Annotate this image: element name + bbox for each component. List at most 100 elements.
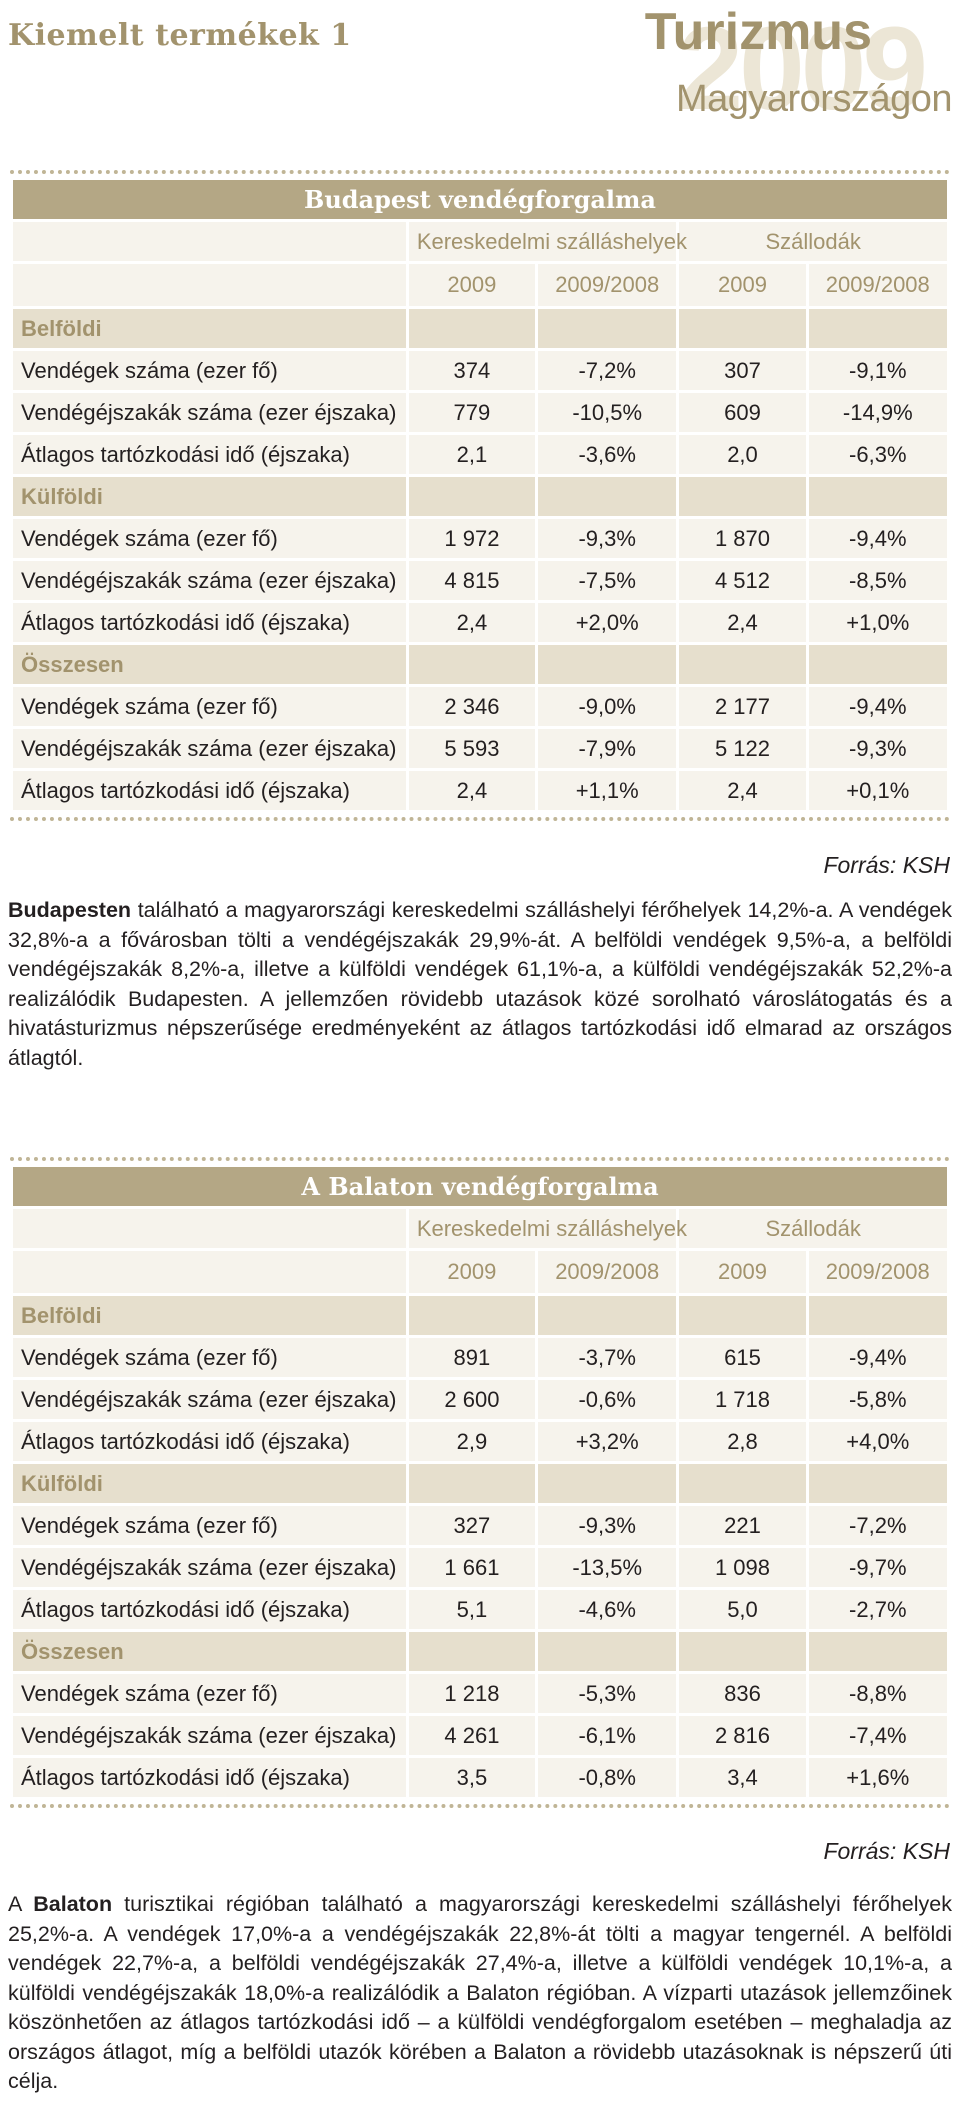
table-row: Vendégéjszakák száma (ezer éjszaka) 5 59… — [13, 729, 947, 768]
row-label: Vendégéjszakák száma (ezer éjszaka) — [13, 1548, 406, 1587]
paragraph-text: turisztikai régióban található a magyaro… — [8, 1892, 952, 2093]
table-row: Átlagos tartózkodási idő (éjszaka) 3,5 -… — [13, 1758, 947, 1797]
table-cell: -6,3% — [808, 435, 947, 474]
table-row: Vendégek száma (ezer fő) 2 346 -9,0% 2 1… — [13, 687, 947, 726]
table-cell: -9,4% — [808, 519, 947, 558]
section-label: Külföldi — [13, 477, 406, 516]
table-cell: -7,2% — [808, 1506, 947, 1545]
table-cell: -8,5% — [808, 561, 947, 600]
table-cell: +2,0% — [538, 603, 677, 642]
year-header: 2009 — [679, 264, 806, 306]
row-label: Átlagos tartózkodási idő (éjszaka) — [13, 1758, 406, 1797]
table-cell: -0,8% — [538, 1758, 677, 1797]
table-cell: -5,3% — [538, 1674, 677, 1713]
table-cell: 1 098 — [679, 1548, 806, 1587]
paragraph-keyword: Budapesten — [8, 898, 132, 922]
balaton-paragraph: A Balaton turisztikai régióban található… — [8, 1890, 952, 2097]
table-cell: 1 718 — [679, 1380, 806, 1419]
table-cell: 327 — [408, 1506, 535, 1545]
row-label: Átlagos tartózkodási idő (éjszaka) — [13, 1422, 406, 1461]
row-label: Átlagos tartózkodási idő (éjszaka) — [13, 1590, 406, 1629]
paragraph-lead: A — [8, 1892, 34, 1916]
table-cell: 2,4 — [679, 603, 806, 642]
year-header: 2009/2008 — [538, 1251, 677, 1293]
table-cell: -9,3% — [538, 519, 677, 558]
year-header: 2009/2008 — [808, 264, 947, 306]
brand-subtitle: Magyarországon — [675, 78, 953, 120]
table-cell: 4 815 — [408, 561, 535, 600]
table-cell: -9,7% — [808, 1548, 947, 1587]
row-label: Vendégek száma (ezer fő) — [13, 1674, 406, 1713]
table-cell: -14,9% — [808, 393, 947, 432]
row-label: Vendégéjszakák száma (ezer éjszaka) — [13, 1716, 406, 1755]
table-cell: 2,8 — [679, 1422, 806, 1461]
table-cell: -9,3% — [808, 729, 947, 768]
budapest-table-box: Budapest vendégforgalma Kereskedelmi szá… — [10, 170, 950, 821]
table-cell: -9,4% — [808, 1338, 947, 1377]
table-row: Vendégek száma (ezer fő) 327 -9,3% 221 -… — [13, 1506, 947, 1545]
table-cell: 1 972 — [408, 519, 535, 558]
section-title: Kiemelt termékek 1 — [8, 18, 352, 53]
budapest-table: Budapest vendégforgalma Kereskedelmi szá… — [10, 177, 950, 813]
table-title: A Balaton vendégforgalma — [13, 1167, 947, 1206]
table-cell: +3,2% — [538, 1422, 677, 1461]
table-cell: 5,0 — [679, 1590, 806, 1629]
row-label: Vendégéjszakák száma (ezer éjszaka) — [13, 1380, 406, 1419]
table-cell: -8,8% — [808, 1674, 947, 1713]
section-label: Összesen — [13, 645, 406, 684]
section-label: Belföldi — [13, 309, 406, 348]
row-label: Vendégéjszakák száma (ezer éjszaka) — [13, 729, 406, 768]
table-row: Vendégéjszakák száma (ezer éjszaka) 1 66… — [13, 1548, 947, 1587]
table-row: Átlagos tartózkodási idő (éjszaka) 5,1 -… — [13, 1590, 947, 1629]
year-header: 2009/2008 — [808, 1251, 947, 1293]
table-cell: 2 346 — [408, 687, 535, 726]
table-cell: -9,4% — [808, 687, 947, 726]
publication-brand: 2009 Turizmus Magyarországon — [572, 0, 953, 130]
table-cell: -13,5% — [538, 1548, 677, 1587]
table-cell: 2,0 — [679, 435, 806, 474]
table-cell: 307 — [679, 351, 806, 390]
section-label: Belföldi — [13, 1296, 406, 1335]
table-cell: 4 512 — [679, 561, 806, 600]
table-cell: 615 — [679, 1338, 806, 1377]
table-cell: -6,1% — [538, 1716, 677, 1755]
balaton-table: A Balaton vendégforgalma Kereskedelmi sz… — [10, 1164, 950, 1800]
table-row: Vendégéjszakák száma (ezer éjszaka) 4 26… — [13, 1716, 947, 1755]
table-cell: -3,6% — [538, 435, 677, 474]
table-cell: 374 — [408, 351, 535, 390]
row-label: Átlagos tartózkodási idő (éjszaka) — [13, 435, 406, 474]
year-header: 2009/2008 — [538, 264, 677, 306]
row-label: Átlagos tartózkodási idő (éjszaka) — [13, 771, 406, 810]
source-note: Forrás: KSH — [823, 852, 950, 878]
table-cell: -7,9% — [538, 729, 677, 768]
table-cell: -2,7% — [808, 1590, 947, 1629]
table-cell: 5 122 — [679, 729, 806, 768]
table-row: Átlagos tartózkodási idő (éjszaka) 2,4 +… — [13, 603, 947, 642]
table-cell: -3,7% — [538, 1338, 677, 1377]
table-row: Vendégek száma (ezer fő) 374 -7,2% 307 -… — [13, 351, 947, 390]
table-row: Átlagos tartózkodási idő (éjszaka) 2,1 -… — [13, 435, 947, 474]
year-header: 2009 — [408, 1251, 535, 1293]
table-cell: -7,2% — [538, 351, 677, 390]
section-label: Összesen — [13, 1632, 406, 1671]
table-row: Vendégek száma (ezer fő) 891 -3,7% 615 -… — [13, 1338, 947, 1377]
table-cell: 2,4 — [408, 771, 535, 810]
table-cell: +4,0% — [808, 1422, 947, 1461]
header-blank — [13, 222, 406, 261]
table-cell: 1 661 — [408, 1548, 535, 1587]
group-header: Kereskedelmi szálláshelyek — [408, 1209, 687, 1248]
year-header: 2009 — [408, 264, 535, 306]
table-cell: 2,9 — [408, 1422, 535, 1461]
header-blank — [13, 264, 406, 306]
table-cell: +1,0% — [808, 603, 947, 642]
row-label: Vendégek száma (ezer fő) — [13, 687, 406, 726]
table-cell: -4,6% — [538, 1590, 677, 1629]
header-blank — [13, 1209, 406, 1248]
table-cell: 2,4 — [679, 771, 806, 810]
table-cell: -9,3% — [538, 1506, 677, 1545]
table-cell: 2 600 — [408, 1380, 535, 1419]
table-cell: 5 593 — [408, 729, 535, 768]
balaton-table-box: A Balaton vendégforgalma Kereskedelmi sz… — [10, 1157, 950, 1808]
table-cell: +0,1% — [808, 771, 947, 810]
table-cell: 4 261 — [408, 1716, 535, 1755]
